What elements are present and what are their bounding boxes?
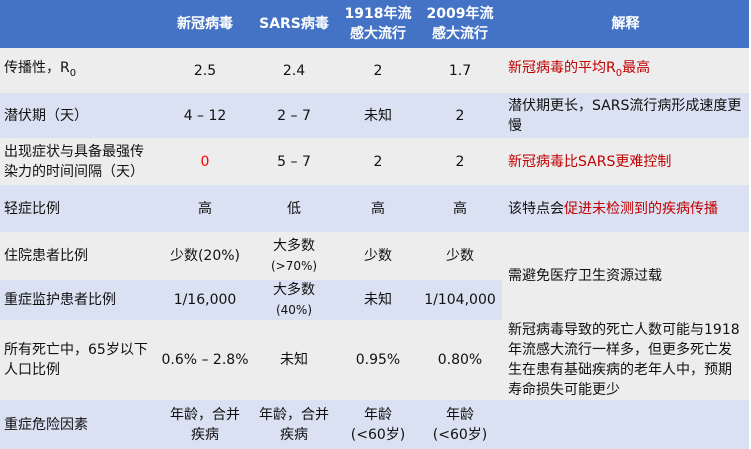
- cell-sars: 2 – 7: [250, 93, 338, 138]
- cell-covid: 4 – 12: [160, 93, 250, 138]
- cell-sars: 大多数 (>70%): [250, 232, 338, 280]
- cell-covid: 1/16,000: [160, 280, 250, 320]
- cell-2009: 高: [418, 185, 502, 232]
- cell-explanation: [502, 400, 749, 449]
- cell-explanation: 新冠病毒的平均R0最高: [502, 48, 749, 93]
- cell-1918: 2: [338, 48, 418, 93]
- table-row: 重症危险因素 年龄，合并疾病 年龄，合并疾病 年龄 (<60岁) 年龄 (<60岁): [0, 400, 749, 449]
- header-sars: SARS病毒: [250, 0, 338, 48]
- cell-covid: 0.6% – 2.8%: [160, 320, 250, 400]
- table-row: 住院患者比例 少数(20%) 大多数 (>70%) 少数 少数 需避免医疗卫生资源…: [0, 232, 749, 320]
- cell-1918: 2: [338, 138, 418, 185]
- header-row: 新冠病毒 SARS病毒 1918年流感大流行 2009年流感大流行 解释: [0, 0, 749, 48]
- header-covid: 新冠病毒: [160, 0, 250, 48]
- cell-1918: 年龄 (<60岁): [338, 400, 418, 449]
- cell-1918: 0.95%: [338, 320, 418, 400]
- row-label: 重症危险因素: [0, 400, 160, 449]
- table-row: 出现症状与具备最强传染力的时间间隔（天） 0 5 – 7 2 2 新冠病毒比SA…: [0, 138, 749, 185]
- cell-sars: 2.4: [250, 48, 338, 93]
- cell-2009: 1/104,000: [418, 280, 502, 320]
- cell-explanation: 新冠病毒导致的死亡人数可能与1918年流感大流行一样多，但更多死亡发生在患有基础…: [502, 320, 749, 400]
- header-explanation: 解释: [502, 0, 749, 48]
- header-1918: 1918年流感大流行: [338, 0, 418, 48]
- cell-2009: 0.80%: [418, 320, 502, 400]
- cell-1918: 未知: [338, 280, 418, 320]
- cell-covid: 少数(20%): [160, 232, 250, 280]
- table-row: 所有死亡中，65岁以下人口比例 0.6% – 2.8% 未知 0.95% 0.8…: [0, 320, 749, 400]
- table-row: 潜伏期（天） 4 – 12 2 – 7 未知 2 潜伏期更长，SARS流行病形成…: [0, 93, 749, 138]
- row-label: 重症监护患者比例: [0, 280, 160, 320]
- row-label: 传播性，R0: [0, 48, 160, 93]
- cell-2009: 年龄 (<60岁): [418, 400, 502, 449]
- row-label: 出现症状与具备最强传染力的时间间隔（天）: [0, 138, 160, 185]
- cell-2009: 少数: [418, 232, 502, 280]
- row-label: 住院患者比例: [0, 232, 160, 280]
- cell-sars: 年龄，合并疾病: [250, 400, 338, 449]
- header-empty: [0, 0, 160, 48]
- cell-explanation: 新冠病毒比SARS更难控制: [502, 138, 749, 185]
- cell-1918: 高: [338, 185, 418, 232]
- table-row: 传播性，R0 2.5 2.4 2 1.7 新冠病毒的平均R0最高: [0, 48, 749, 93]
- cell-2009: 1.7: [418, 48, 502, 93]
- cell-sars: 大多数 (40%): [250, 280, 338, 320]
- cell-sars: 低: [250, 185, 338, 232]
- cell-explanation: 潜伏期更长，SARS流行病形成速度更慢: [502, 93, 749, 138]
- row-label: 潜伏期（天）: [0, 93, 160, 138]
- row-label: 轻症比例: [0, 185, 160, 232]
- table-row: 重症监护患者比例 1/16,000 大多数 (40%) 未知 1/104,000: [0, 280, 749, 320]
- cell-covid: 高: [160, 185, 250, 232]
- cell-covid: 2.5: [160, 48, 250, 93]
- cell-covid: 年龄，合并疾病: [160, 400, 250, 449]
- cell-1918: 少数: [338, 232, 418, 280]
- cell-2009: 2: [418, 138, 502, 185]
- cell-explanation: 需避免医疗卫生资源过载: [502, 232, 749, 320]
- cell-sars: 5 – 7: [250, 138, 338, 185]
- cell-explanation: 该特点会促进未检测到的疾病传播: [502, 185, 749, 232]
- row-label: 所有死亡中，65岁以下人口比例: [0, 320, 160, 400]
- cell-covid: 0: [160, 138, 250, 185]
- cell-sars: 未知: [250, 320, 338, 400]
- table-row: 轻症比例 高 低 高 高 该特点会促进未检测到的疾病传播: [0, 185, 749, 232]
- header-2009: 2009年流感大流行: [418, 0, 502, 48]
- cell-2009: 2: [418, 93, 502, 138]
- cell-1918: 未知: [338, 93, 418, 138]
